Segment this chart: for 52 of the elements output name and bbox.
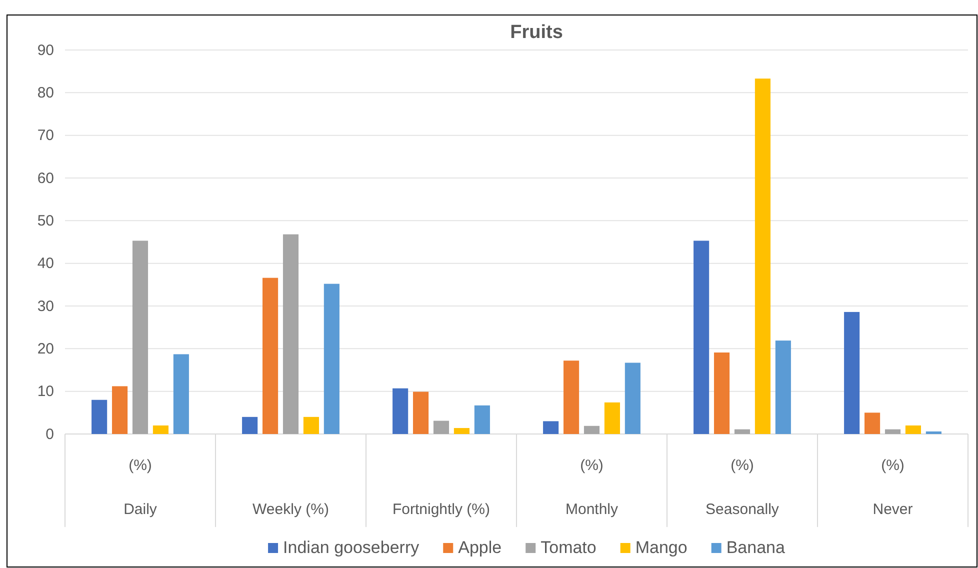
category-label: (%) Never: [872, 457, 913, 518]
legend-label: Tomato: [540, 538, 596, 557]
bar: [864, 412, 880, 434]
bar: [474, 405, 490, 434]
bar: [844, 312, 860, 434]
y-tick-label: 50: [37, 212, 54, 230]
y-tick-label: 80: [37, 84, 54, 102]
bar: [564, 360, 580, 434]
legend-label: Mango: [635, 538, 688, 557]
x-tick-label: Weekly (%): [252, 501, 329, 518]
category-label: (%) Seasonally: [706, 457, 779, 518]
bar: [694, 240, 710, 434]
bar: [132, 240, 148, 434]
y-tick-label: 60: [37, 170, 54, 187]
bar: [282, 234, 299, 434]
bar: [734, 429, 750, 434]
y-tick-label: 70: [37, 127, 54, 144]
bar: [242, 416, 258, 434]
bar: [543, 421, 559, 434]
y-tick-label: 0: [46, 426, 54, 443]
bar: [173, 354, 189, 434]
y-tick-label: 10: [37, 383, 54, 400]
legend-label: Apple: [458, 538, 502, 557]
bar: [714, 352, 730, 434]
bar: [884, 429, 901, 434]
bar: [584, 426, 600, 434]
category-label: (%) Monthly: [565, 457, 618, 518]
bar: [324, 284, 340, 434]
y-tick-label: 30: [37, 298, 54, 315]
legend-label: Indian gooseberry: [283, 538, 420, 557]
bar: [604, 402, 620, 434]
bar: [454, 428, 470, 434]
bar: [92, 400, 108, 434]
bar: [303, 416, 319, 434]
bar: [905, 425, 921, 434]
y-tick-label: 40: [37, 255, 54, 272]
category-label: (%) Daily: [124, 457, 157, 518]
bar: [775, 340, 791, 434]
chart-title: Fruits: [510, 22, 563, 43]
bar: [926, 431, 942, 434]
y-tick-label: 90: [37, 42, 54, 59]
bar: [413, 392, 429, 434]
bar: [624, 362, 640, 434]
bar: [112, 386, 128, 434]
bar: [152, 425, 168, 434]
bar: [433, 420, 450, 434]
bar: [392, 388, 408, 434]
x-tick-label: Fortnightly (%): [392, 501, 490, 518]
y-tick-label: 20: [37, 340, 54, 358]
bar: [262, 278, 278, 434]
legend-label: Banana: [726, 538, 786, 557]
bar: [754, 78, 770, 434]
